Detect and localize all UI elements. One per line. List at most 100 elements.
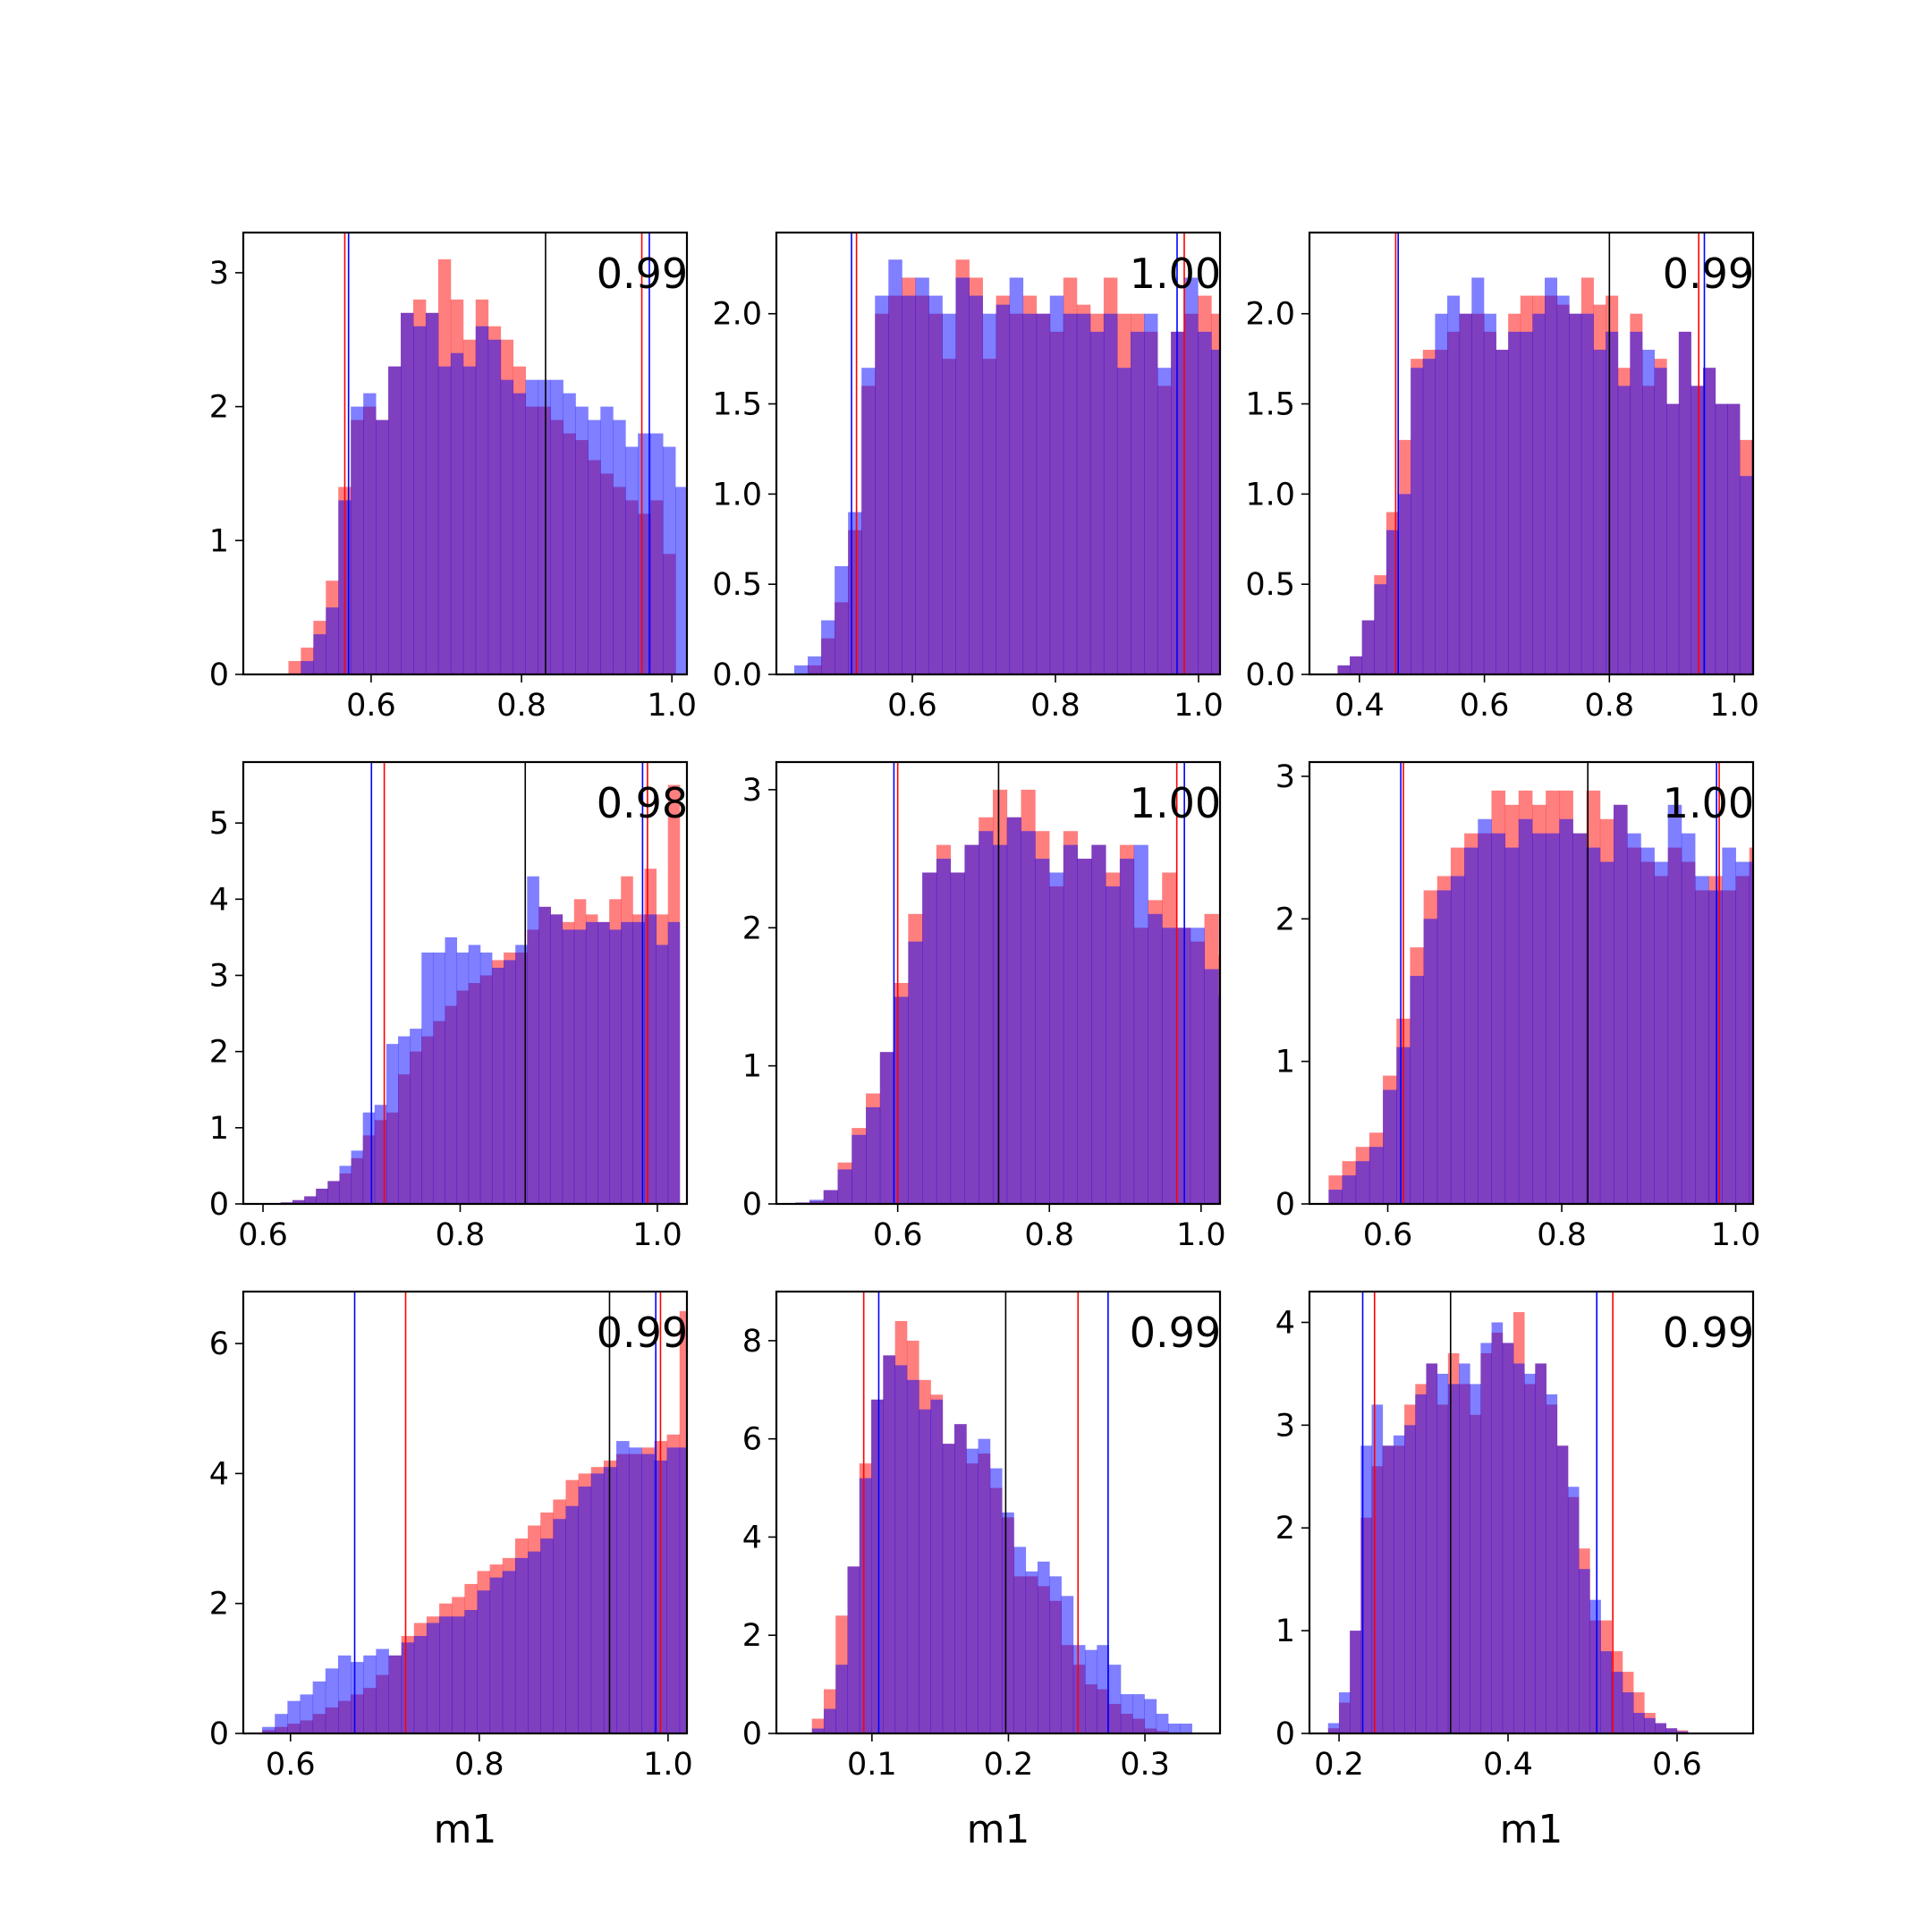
panel-annotation: 0.99 <box>1130 1309 1221 1357</box>
histogram-bar-blue <box>1072 1645 1086 1733</box>
histogram-bar-blue <box>413 1636 428 1733</box>
y-tick-label: 2 <box>209 390 229 426</box>
histogram-bar-blue <box>1703 368 1716 674</box>
histogram-bar-blue <box>1450 876 1465 1204</box>
series-blue <box>794 259 1220 674</box>
x-axis-label: m1 <box>1500 1807 1563 1852</box>
histogram-bar-blue <box>456 952 470 1204</box>
histogram-bar-blue <box>1531 833 1546 1204</box>
histogram-bar-blue <box>401 1642 415 1733</box>
histogram-bar-blue <box>1546 833 1560 1204</box>
y-tick-label: 1.0 <box>712 477 762 513</box>
histogram-bar-blue <box>398 1036 411 1204</box>
x-tick-label: 1.0 <box>1709 688 1759 724</box>
histogram-bar-blue <box>942 1444 955 1733</box>
panel-annotation: 0.99 <box>1663 1309 1754 1357</box>
histogram-bar-blue <box>888 259 902 674</box>
series-blue <box>1327 1322 1689 1733</box>
histogram-bar-blue <box>1328 1190 1343 1204</box>
histogram-bar-blue <box>1077 859 1092 1204</box>
histogram-bar-blue <box>1478 818 1492 1204</box>
histogram-bar-blue <box>1535 1363 1546 1733</box>
histogram-bar-blue <box>1470 1384 1481 1733</box>
histogram-bar-blue <box>1371 1404 1384 1733</box>
histogram-bar-blue <box>1727 403 1741 674</box>
histogram-bar-blue <box>300 1694 314 1733</box>
histogram-bar-blue <box>847 1566 860 1733</box>
histogram-bar-blue <box>1459 313 1472 674</box>
histogram-bar-blue <box>964 844 979 1204</box>
x-tick-label: 0.1 <box>847 1747 897 1783</box>
histogram-bar-blue <box>287 1700 301 1733</box>
histogram-bar-blue <box>312 1681 326 1733</box>
histogram-bar-blue <box>794 665 809 674</box>
histogram-bar-blue <box>1447 295 1461 674</box>
histogram-bar-blue <box>1162 928 1177 1204</box>
histogram-bar-blue <box>1190 928 1205 1204</box>
histogram-bar-blue <box>667 921 681 1204</box>
histogram-bar-blue <box>325 1668 339 1733</box>
histogram-bar-blue <box>1520 331 1533 674</box>
histogram-bar-blue <box>1361 620 1375 674</box>
y-tick-label: 0 <box>1275 1716 1295 1752</box>
panel-annotation: 0.98 <box>597 779 688 827</box>
y-tick-label: 1.0 <box>1245 477 1295 513</box>
histogram-bar-blue <box>1022 313 1038 674</box>
histogram-bar-blue <box>930 1399 944 1733</box>
x-axis-label: m1 <box>434 1807 497 1852</box>
histogram-bar-blue <box>351 406 364 674</box>
histogram-bar-blue <box>1508 331 1521 674</box>
series-blue <box>262 1441 687 1733</box>
histogram-panel-4: 0.6 0.8 1.0 0 1 2 3 4 5 0.98 <box>209 760 689 1253</box>
histogram-bar-blue <box>1600 1651 1613 1733</box>
histogram-bar-blue <box>883 1355 896 1733</box>
histogram-bar-blue <box>1049 295 1064 674</box>
panel-annotation: 1.00 <box>1663 779 1754 827</box>
histogram-bar-blue <box>1350 656 1363 674</box>
histogram-bar-blue <box>376 419 389 674</box>
histogram-bar-blue <box>1580 313 1594 674</box>
histogram-bar-blue <box>316 1188 328 1204</box>
axes-frame <box>242 760 689 1206</box>
histogram-bar-blue <box>475 326 489 674</box>
histogram-bar-blue <box>1368 1147 1384 1204</box>
histogram-bar-blue <box>1037 1561 1050 1733</box>
histogram-bar-blue <box>1415 1394 1427 1733</box>
histogram-bar-blue <box>1556 1445 1569 1733</box>
histogram-bar-blue <box>1175 928 1191 1204</box>
histogram-bar-blue <box>808 656 822 674</box>
histogram-bar-blue <box>1383 1089 1397 1204</box>
histogram-bar-blue <box>363 393 377 674</box>
histogram-bar-blue <box>1106 886 1121 1204</box>
histogram-bar-blue <box>632 921 645 1204</box>
histogram-bar-blue <box>1061 1596 1074 1733</box>
histogram-bar-blue <box>625 446 639 674</box>
x-tick-label: 1.0 <box>647 688 697 724</box>
histogram-bar-blue <box>955 277 970 674</box>
histogram-bar-blue <box>1116 368 1131 674</box>
histogram-bar-blue <box>915 277 929 674</box>
histogram-bar-blue <box>1398 494 1411 674</box>
histogram-bar-blue <box>848 512 862 674</box>
x-tick-label: 0.6 <box>346 688 396 724</box>
histogram-bar-blue <box>563 393 576 674</box>
histogram-bar-blue <box>1447 1384 1460 1733</box>
histogram-bar-blue <box>597 921 610 1204</box>
histogram-bar-blue <box>1025 1571 1038 1733</box>
histogram-bar-blue <box>363 1655 377 1733</box>
histogram-bar-blue <box>540 1538 554 1733</box>
y-tick-label: 1 <box>742 1049 762 1085</box>
panel-annotation: 0.99 <box>1663 250 1754 298</box>
x-tick-label: 0.6 <box>1460 688 1510 724</box>
histogram-bar-blue <box>401 312 414 674</box>
y-tick-label: 1 <box>209 523 229 559</box>
histogram-bar-blue <box>1108 1665 1122 1733</box>
histogram-bar-blue <box>1385 530 1399 674</box>
histogram-bar-blue <box>613 419 626 674</box>
histogram-bar-blue <box>1063 313 1078 674</box>
y-tick-label: 2 <box>1275 1511 1295 1546</box>
histogram-bar-blue <box>1480 1343 1492 1733</box>
histogram-bar-blue <box>479 952 493 1204</box>
histogram-bar-blue <box>1722 847 1736 1204</box>
histogram-bar-blue <box>1337 665 1351 674</box>
